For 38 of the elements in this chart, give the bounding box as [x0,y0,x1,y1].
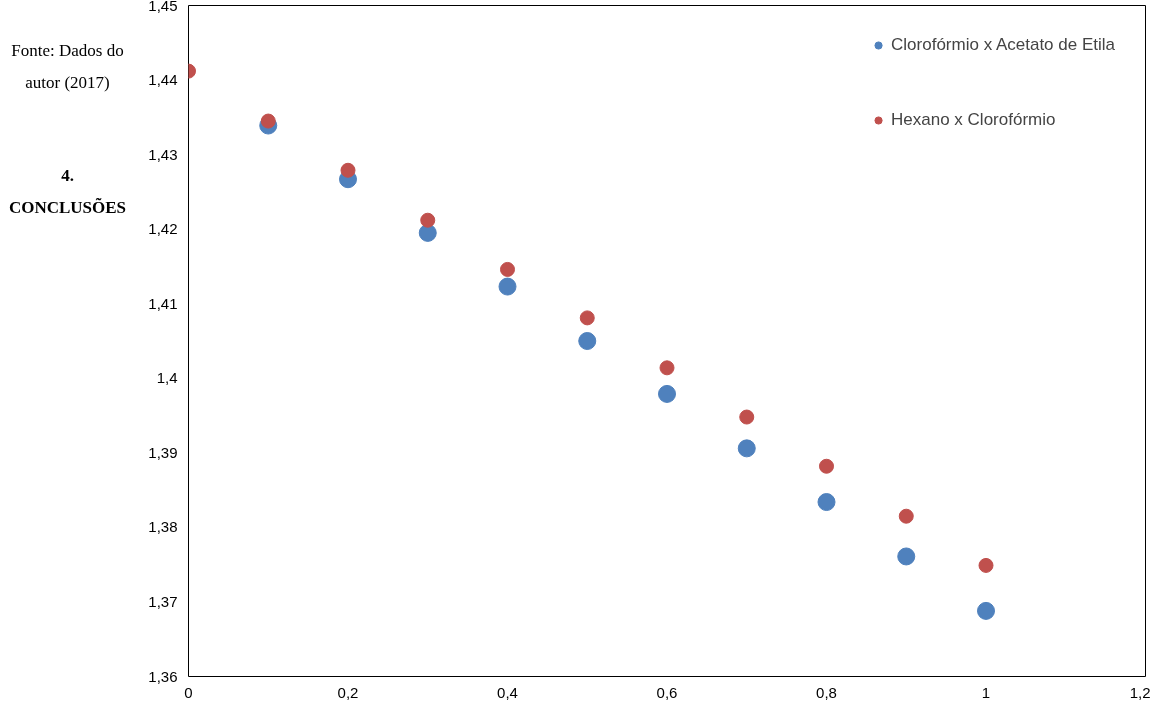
point [579,310,595,326]
point [978,557,994,573]
legend-label: Hexano x Clorofórmio [891,110,1056,130]
x-tick-label: 0,6 [656,683,678,701]
point [498,277,517,296]
y-tick-label: 1,41 [148,294,178,312]
point [737,439,756,458]
point [977,601,995,620]
point [739,409,755,425]
point [420,212,436,228]
point [658,384,676,403]
x-tick-label: 0,8 [816,683,837,701]
x-tick-label: 0,4 [497,683,518,701]
y-tick-label: 1,42 [148,220,178,238]
x-tick-label: 0 [184,683,193,701]
y-tick-label: 1,36 [148,667,178,685]
point [500,261,515,277]
x-tick-label: 1 [981,683,991,701]
y-tick-label: 1,38 [148,518,178,536]
y-tick-label: 1,39 [148,443,178,461]
point [897,547,916,566]
point [898,508,914,524]
x-tick-label: 1,2 [1129,683,1151,701]
legend-label: Clorofórmio x Acetato de Etila [891,35,1115,55]
y-tick-label: 1,4 [156,369,178,387]
y-tick-label: 1,37 [148,592,178,610]
source-note: Fonte: Dados do autor (2017) [10,40,125,95]
point [578,332,597,350]
y-tick-label: 1,44 [148,71,178,89]
point [340,162,356,178]
text: 4. CONCLUSÕES [7,164,128,219]
y-tick-label: 1,43 [148,145,178,163]
point [817,493,836,512]
x-tick-label: 0,2 [337,683,359,701]
point [260,113,276,129]
point [819,458,834,474]
y-tick-label: 1,45 [148,0,178,14]
point [659,360,675,376]
